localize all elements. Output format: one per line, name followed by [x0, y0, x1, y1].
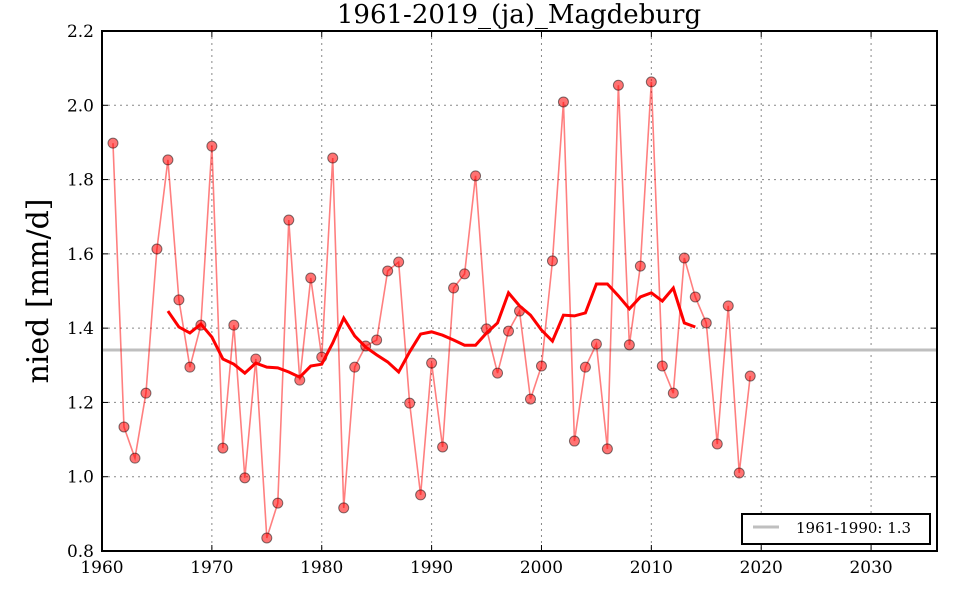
y-tick-label: 1.8: [67, 171, 94, 191]
x-tick-label: 2020: [740, 558, 783, 578]
legend-box: [741, 513, 931, 545]
y-tick-label: 2.2: [67, 22, 94, 42]
annual-point: [470, 170, 482, 182]
annual-point: [228, 319, 240, 331]
annual-point: [623, 339, 635, 351]
annual-point: [546, 255, 558, 267]
y-axis-label: nied [mm/d]: [21, 198, 56, 383]
x-tick-label: 1990: [410, 558, 453, 578]
y-tick-label: 1.0: [67, 468, 94, 488]
annual-point: [349, 361, 361, 373]
annual-point: [700, 317, 712, 329]
ticks: 1960 1970 1980 1990 2000 2010 2020 2030 0.8 1.0 1.…: [67, 22, 937, 578]
annual-point: [503, 325, 515, 337]
annual-point: [590, 338, 602, 350]
y-tick-label: 2.0: [67, 96, 94, 116]
annual-point: [711, 438, 723, 450]
annual-point: [612, 79, 624, 91]
annual-point: [184, 361, 196, 373]
annual-point: [579, 361, 591, 373]
moving-average-series: [166, 282, 696, 379]
annual-point: [557, 96, 569, 108]
y-tick-label: 1.6: [67, 245, 94, 265]
annual-point: [173, 294, 185, 306]
annual-point: [338, 502, 350, 514]
annual-point: [678, 252, 690, 264]
annual-point: [151, 243, 163, 255]
moving-average-line: [166, 282, 696, 379]
annual-point: [140, 387, 152, 399]
annual-point: [261, 532, 273, 544]
annual-point: [393, 256, 405, 268]
y-tick-label: 1.2: [67, 393, 94, 413]
annual-point: [601, 443, 613, 455]
plot-frame: [101, 30, 938, 552]
annual-point: [327, 152, 339, 164]
annual-point: [283, 214, 295, 226]
annual-point: [645, 76, 657, 88]
annual-point: [162, 154, 174, 166]
grid: [101, 30, 937, 552]
annual-point: [415, 489, 427, 501]
annual-point: [524, 393, 536, 405]
annual-point: [535, 360, 547, 372]
x-tick-label: 2010: [630, 558, 673, 578]
legend: 1961-1990: 1.3: [741, 513, 931, 545]
annual-point: [744, 370, 756, 382]
x-tick-label: 2000: [520, 558, 563, 578]
annual-point: [426, 357, 438, 369]
annual-point: [206, 140, 218, 152]
annual-point: [689, 291, 701, 303]
annual-point: [107, 137, 119, 149]
annual-point: [459, 268, 471, 280]
annual-point: [129, 452, 141, 464]
annual-point: [305, 272, 317, 284]
annual-point: [272, 497, 284, 509]
y-tick-label: 1.4: [67, 319, 94, 339]
y-tick-label: 0.8: [67, 542, 94, 562]
annual-point: [634, 260, 646, 272]
annual-point: [118, 421, 130, 433]
annual-point: [492, 367, 504, 379]
legend-label-reference: 1961-1990: 1.3: [796, 519, 911, 537]
x-tick-label: 1980: [300, 558, 343, 578]
annual-point: [568, 435, 580, 447]
annual-point: [733, 467, 745, 479]
annual-point: [437, 441, 449, 453]
annual-point: [371, 334, 383, 346]
annual-point: [217, 442, 229, 454]
annual-point: [448, 282, 460, 294]
annual-point: [239, 472, 251, 484]
x-tick-label: 1960: [80, 558, 123, 578]
x-tick-label: 2030: [849, 558, 892, 578]
annual-point: [667, 387, 679, 399]
annual-point: [656, 360, 668, 372]
chart-title: 1961-2019_(ja)_Magdeburg: [337, 0, 701, 30]
x-tick-label: 1970: [190, 558, 233, 578]
annual-point: [404, 397, 416, 409]
annual-point: [722, 300, 734, 312]
annual-point: [382, 265, 394, 277]
